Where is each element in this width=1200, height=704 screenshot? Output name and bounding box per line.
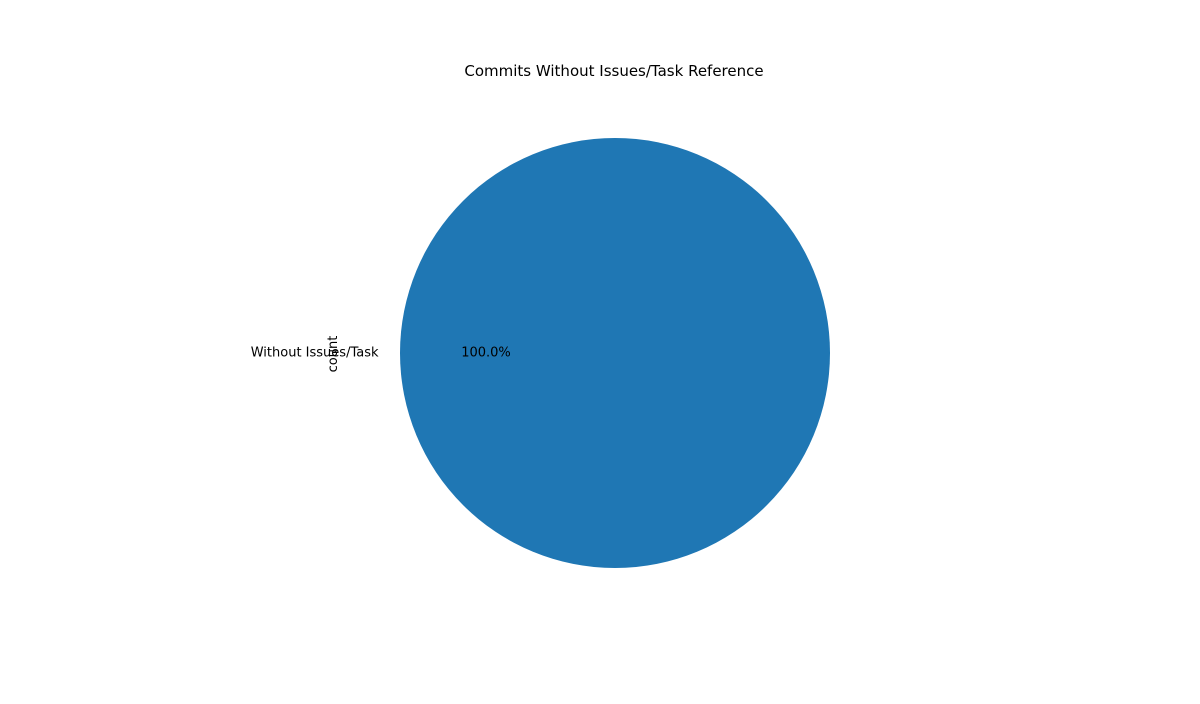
- chart-title: Commits Without Issues/Task Reference: [464, 62, 763, 80]
- pie-slice: [400, 138, 830, 568]
- slice-label: Without Issues/Task: [251, 346, 379, 361]
- slice-percent-label: 100.0%: [461, 346, 511, 361]
- y-axis-label: count: [326, 336, 341, 373]
- pie-slices: [400, 138, 830, 568]
- pie-labels: Without Issues/Task 100.0%: [251, 346, 511, 361]
